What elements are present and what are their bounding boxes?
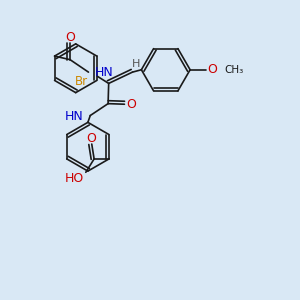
Text: CH₃: CH₃ <box>224 65 244 75</box>
Text: O: O <box>86 132 96 145</box>
Text: HO: HO <box>65 172 84 185</box>
Text: HN: HN <box>65 110 84 123</box>
Text: Br: Br <box>75 75 88 88</box>
Text: HN: HN <box>95 66 114 79</box>
Text: H: H <box>132 59 140 69</box>
Text: O: O <box>126 98 136 111</box>
Text: O: O <box>207 63 217 76</box>
Text: O: O <box>65 31 75 44</box>
